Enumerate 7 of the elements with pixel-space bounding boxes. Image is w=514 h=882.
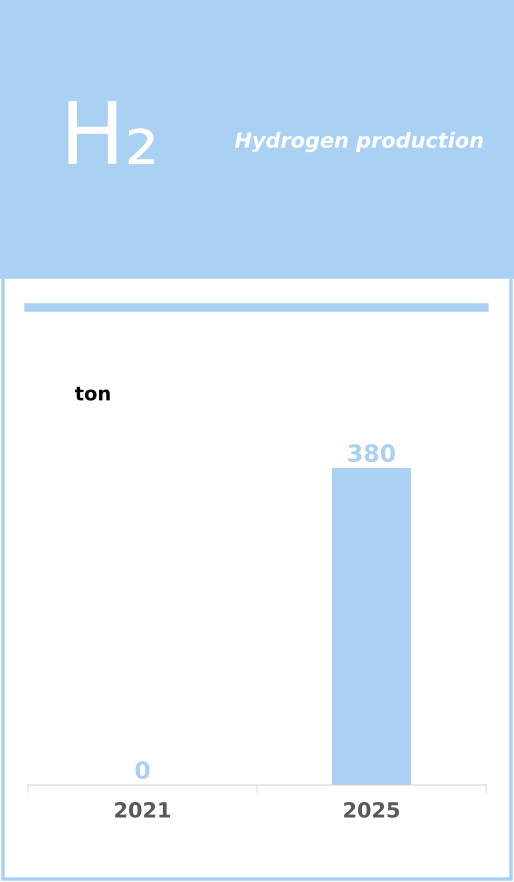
chart-title: H₂ [68,100,154,164]
data-label: 380 [348,444,396,462]
data-label: 0 [135,761,150,780]
chart-subtitle: Hydrogen production [234,132,483,152]
y-axis-title: ton [75,386,110,401]
x-tick-label: 2021 [115,802,170,818]
x-tick-label: 2025 [344,802,400,818]
